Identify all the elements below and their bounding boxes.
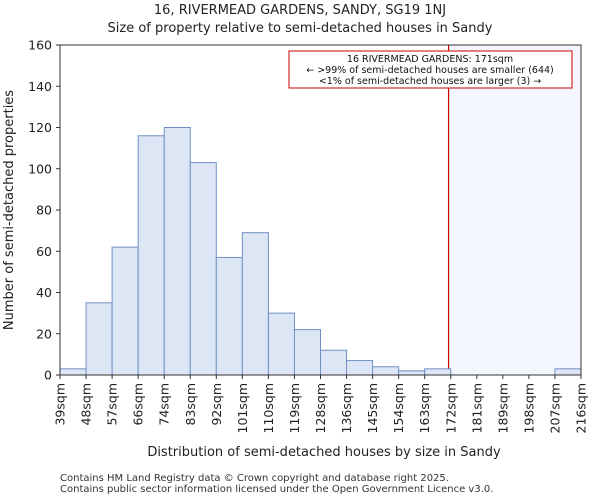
chart-subtitle: Size of property relative to semi-detach… xyxy=(107,21,493,36)
x-axis-label: Distribution of semi-detached houses by … xyxy=(147,445,501,460)
histogram-bar xyxy=(267,312,295,376)
y-tick-label: 60 xyxy=(36,244,52,259)
x-tick-label: 136sqm xyxy=(339,383,354,433)
x-tick-label: 145sqm xyxy=(365,383,380,433)
histogram-bar xyxy=(320,349,348,376)
y-tick-label: 100 xyxy=(28,161,52,176)
x-tick-label: 48sqm xyxy=(79,383,94,426)
y-tick-label: 80 xyxy=(36,203,52,218)
x-tick-label: 101sqm xyxy=(235,383,250,433)
annotation-line-3: <1% of semi-detached houses are larger (… xyxy=(319,76,541,87)
x-tick-label: 110sqm xyxy=(261,383,276,433)
annotation-line-2: ← >99% of semi-detached houses are small… xyxy=(306,65,554,76)
y-tick-label: 120 xyxy=(28,120,52,135)
histogram-bar xyxy=(215,256,243,376)
y-tick-label: 40 xyxy=(36,285,52,300)
y-tick-label: 20 xyxy=(36,326,52,341)
histogram-bar xyxy=(137,135,165,376)
x-tick-label: 181sqm xyxy=(469,383,484,433)
x-tick-label: 66sqm xyxy=(131,383,146,426)
x-tick-label: 216sqm xyxy=(574,383,589,433)
annotation-box xyxy=(288,50,573,89)
x-tick-label: 128sqm xyxy=(313,383,328,433)
x-tick-label: 154sqm xyxy=(391,383,406,433)
histogram-bar xyxy=(372,366,400,376)
x-tick-label: 74sqm xyxy=(157,383,172,426)
y-axis-label: Number of semi-detached properties xyxy=(2,90,17,330)
histogram-bar xyxy=(189,162,217,376)
y-tick-label: 0 xyxy=(44,368,52,383)
footer-licence: Contains public sector information licen… xyxy=(60,484,494,495)
larger-region-shade xyxy=(448,45,581,375)
x-tick-label: 92sqm xyxy=(209,383,224,426)
annotation-line-1: 16 RIVERMEAD GARDENS: 171sqm xyxy=(347,54,513,65)
chart-title: 16, RIVERMEAD GARDENS, SANDY, SG19 1NJ xyxy=(153,3,447,18)
histogram-bar xyxy=(241,232,269,376)
histogram-bar xyxy=(424,368,452,376)
histogram-bar xyxy=(293,329,322,376)
histogram-bar xyxy=(554,368,582,376)
histogram-bar xyxy=(398,370,426,376)
x-tick-label: 119sqm xyxy=(287,383,302,433)
histogram-bar xyxy=(85,302,113,376)
histogram-bar xyxy=(346,360,374,376)
x-tick-label: 83sqm xyxy=(183,383,198,426)
subject-annotation: 16 RIVERMEAD GARDENS: 171sqm ← >99% of s… xyxy=(288,50,573,89)
y-tick-label: 140 xyxy=(28,79,52,94)
x-tick-label: 198sqm xyxy=(521,383,536,433)
x-tick-label: 207sqm xyxy=(547,383,562,433)
histogram-bar xyxy=(59,368,87,376)
x-tick-label: 57sqm xyxy=(105,383,120,426)
x-tick-label: 189sqm xyxy=(495,383,510,433)
x-tick-label: 163sqm xyxy=(417,383,432,433)
y-tick-label: 160 xyxy=(28,38,52,53)
x-tick-label: 39sqm xyxy=(53,383,68,426)
x-tick-label: 172sqm xyxy=(443,383,458,433)
histogram-bar xyxy=(163,127,191,376)
histogram-bar xyxy=(111,246,139,376)
footer-copyright: Contains HM Land Registry data © Crown c… xyxy=(60,473,449,484)
